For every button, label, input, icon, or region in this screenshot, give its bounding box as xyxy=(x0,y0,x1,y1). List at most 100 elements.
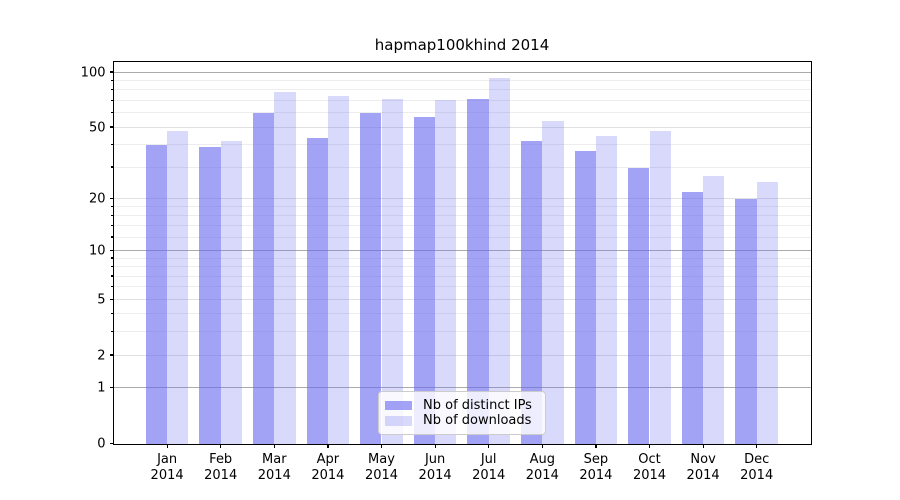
bar-jan-downloads xyxy=(167,130,189,444)
y-tick-label-2: 2 xyxy=(97,348,106,364)
x-tick-oct xyxy=(649,444,651,448)
x-tick-label-mar: Mar 2014 xyxy=(258,452,291,483)
bar-jul-distinct-ips xyxy=(467,98,489,444)
y-tick-0 xyxy=(109,442,114,444)
bar-nov-distinct-ips xyxy=(681,191,704,444)
y-minor-tick-8 xyxy=(111,265,114,268)
x-label-year-oct: 2014 xyxy=(632,467,667,483)
gridline-minor-3 xyxy=(113,331,811,333)
bar-jun-distinct-ips xyxy=(413,117,436,444)
y-minor-tick-14 xyxy=(111,224,114,227)
x-tick-mar xyxy=(273,444,275,448)
gridline-minor-90 xyxy=(113,79,811,81)
y-minor-tick-4 xyxy=(111,313,114,315)
y-tick-label-20: 20 xyxy=(88,191,106,207)
y-minor-tick-16 xyxy=(111,214,114,216)
x-label-month-sep: Sep xyxy=(583,452,609,467)
y-minor-tick-9 xyxy=(111,257,114,259)
bar-jun-downloads xyxy=(435,99,457,444)
x-label-month-dec: Dec xyxy=(744,452,770,467)
bar-feb-distinct-ips xyxy=(199,147,221,444)
x-tick-label-jan: Jan 2014 xyxy=(151,452,184,483)
legend-label-distinct-ips: Nb of distinct IPs xyxy=(423,397,532,413)
y-tick-1 xyxy=(109,387,114,389)
bar-may-downloads xyxy=(381,98,403,444)
x-label-month-jul: Jul xyxy=(480,452,497,467)
gridline-minor-9 xyxy=(113,257,811,259)
x-tick-label-aug: Aug 2014 xyxy=(526,452,559,483)
legend-swatch-distinct-ips xyxy=(385,400,412,411)
y-minor-tick-6 xyxy=(111,286,114,288)
x-label-year-sep: 2014 xyxy=(579,467,613,483)
bar-nov-downloads xyxy=(703,175,725,444)
y-tick-label-10: 10 xyxy=(88,243,106,259)
bar-jul-downloads xyxy=(488,78,511,444)
gridline-minor-16 xyxy=(113,214,811,216)
legend-row-downloads: Nb of downloads xyxy=(385,414,537,428)
legend-label-downloads: Nb of downloads xyxy=(423,413,532,428)
gridline-minor-8 xyxy=(113,266,811,268)
gridline-minor-70 xyxy=(113,99,811,101)
gridline-minor-6 xyxy=(113,286,811,288)
x-label-month-oct: Oct xyxy=(638,452,661,467)
x-label-year-feb: 2014 xyxy=(204,467,238,483)
bar-oct-distinct-ips xyxy=(628,167,650,444)
y-tick-label-1: 1 xyxy=(97,380,106,396)
bar-apr-downloads xyxy=(327,96,350,444)
y-minor-tick-80 xyxy=(111,89,114,91)
gridline-minor-60 xyxy=(113,112,811,114)
bar-oct-downloads xyxy=(649,130,671,444)
bar-aug-downloads xyxy=(542,121,564,444)
y-tick-label-50: 50 xyxy=(88,120,106,136)
x-label-month-aug: Aug xyxy=(529,452,555,467)
x-tick-label-jul: Jul 2014 xyxy=(472,452,505,483)
bar-dec-distinct-ips xyxy=(735,198,757,444)
x-label-year-aug: 2014 xyxy=(525,467,559,483)
x-tick-label-nov: Nov 2014 xyxy=(687,452,720,483)
y-tick-2 xyxy=(109,354,114,356)
x-tick-label-apr: Apr 2014 xyxy=(311,452,344,483)
gridline-minor-18 xyxy=(113,205,811,207)
plot-area: 100 50 20 10 5 2 1 0 Jan 2014 Feb 2014 Mar 2014 Apr 201… xyxy=(81,60,812,483)
x-label-year-may: 2014 xyxy=(364,467,399,483)
x-label-year-apr: 2014 xyxy=(311,467,345,483)
y-tick-20 xyxy=(109,197,114,199)
gridline-minor-12 xyxy=(113,236,811,238)
bar-dec-downloads xyxy=(756,181,779,444)
gridline-minor-30 xyxy=(113,166,811,168)
x-label-month-jan: Jan xyxy=(157,452,178,467)
x-tick-label-sep: Sep 2014 xyxy=(579,452,612,483)
bar-sep-downloads xyxy=(595,135,618,444)
x-tick-label-may: May 2014 xyxy=(365,452,398,483)
x-label-month-feb: Feb xyxy=(209,452,233,467)
bar-mar-distinct-ips xyxy=(252,113,275,444)
bar-jan-distinct-ips xyxy=(145,145,168,444)
x-tick-nov xyxy=(702,444,704,448)
bar-may-distinct-ips xyxy=(360,113,382,444)
y-minor-tick-18 xyxy=(111,205,114,207)
legend-swatch-downloads xyxy=(385,416,412,426)
x-tick-jun xyxy=(434,444,436,448)
x-label-year-mar: 2014 xyxy=(257,467,291,483)
y-minor-tick-12 xyxy=(111,236,114,238)
legend: Nb of distinct IPs Nb of downloads xyxy=(378,390,546,435)
x-tick-label-feb: Feb 2014 xyxy=(204,452,237,483)
gridline-100 xyxy=(113,71,811,73)
y-minor-tick-70 xyxy=(111,99,114,101)
x-tick-may xyxy=(381,444,383,448)
y-tick-label-5: 5 xyxy=(97,292,106,308)
x-tick-aug xyxy=(541,444,543,448)
bar-feb-downloads xyxy=(220,141,243,444)
x-label-year-jun: 2014 xyxy=(418,467,452,483)
x-tick-jan xyxy=(166,444,168,448)
legend-row-distinct-ips: Nb of distinct IPs xyxy=(385,397,537,413)
gridline-5 xyxy=(113,298,811,300)
y-minor-tick-30 xyxy=(111,166,114,168)
gridline-minor-7 xyxy=(113,275,811,277)
x-tick-jul xyxy=(488,444,490,448)
bar-apr-distinct-ips xyxy=(306,137,328,444)
y-tick-100 xyxy=(109,71,114,73)
x-label-year-dec: 2014 xyxy=(740,467,774,483)
x-tick-dec xyxy=(756,444,758,448)
